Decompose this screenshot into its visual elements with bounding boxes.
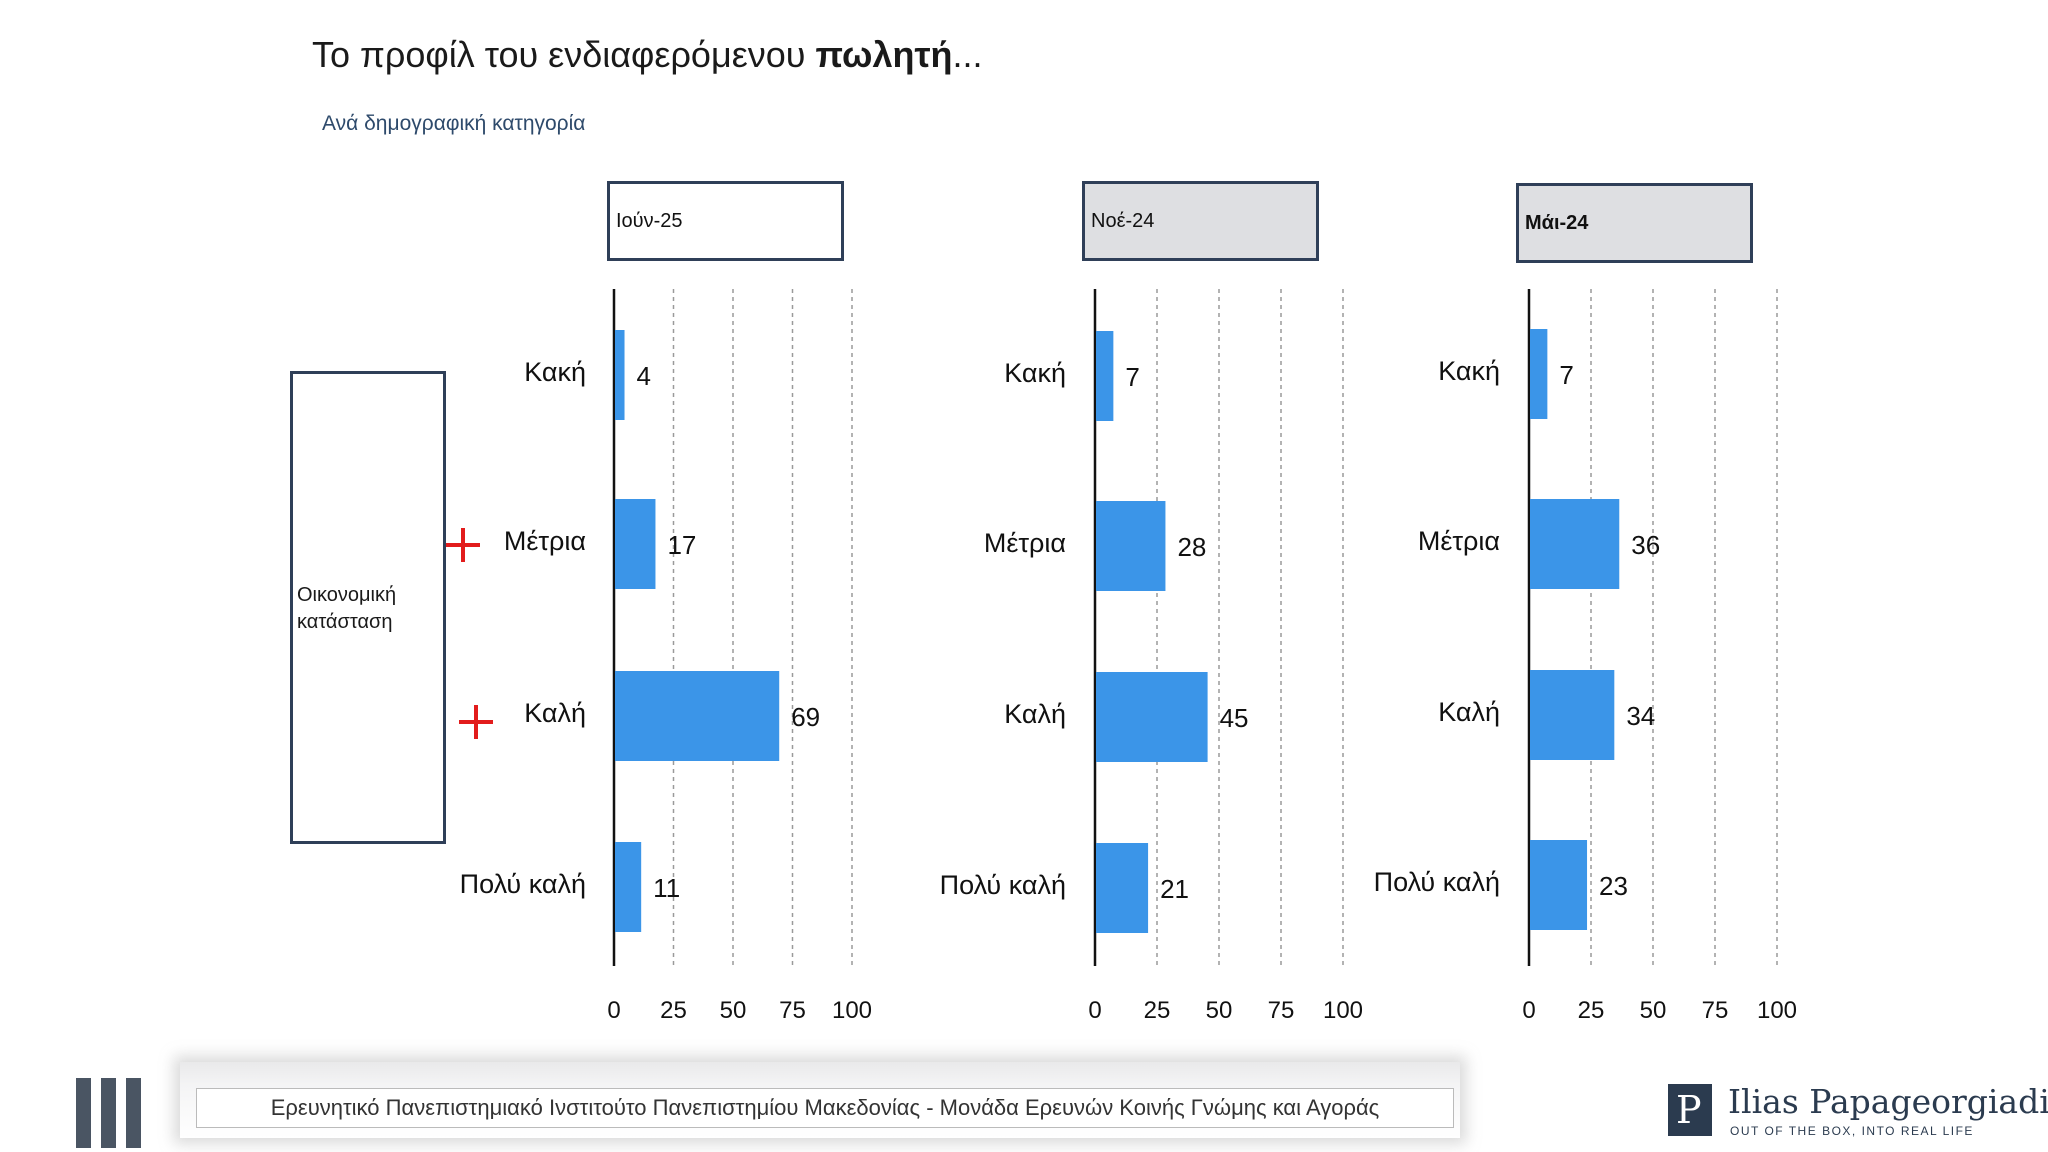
x-tick-label: 0: [1522, 997, 1535, 1024]
data-label: 69: [791, 702, 820, 732]
data-label: 7: [1559, 360, 1573, 390]
bar: [1096, 843, 1149, 933]
x-tick-label: 50: [1206, 997, 1233, 1024]
data-label: 21: [1160, 874, 1189, 904]
bar: [615, 842, 642, 932]
x-tick-label: 0: [1088, 997, 1101, 1024]
data-label: 4: [637, 361, 651, 391]
row-label: Μέτρια: [1417, 526, 1500, 556]
brand-logo: P Ilias Papageorgiadis OUT OF THE BOX, I…: [1668, 1082, 2048, 1142]
period-label-jun25: Ιούν-25: [616, 209, 683, 232]
data-label: 7: [1125, 362, 1139, 392]
bar: [1530, 670, 1615, 760]
plus-marker-good: [459, 705, 493, 739]
title-bold: πωλητή: [815, 34, 953, 75]
x-tick-label: 75: [1702, 997, 1729, 1024]
row-label: Μέτρια: [983, 528, 1066, 558]
data-label: 17: [667, 530, 696, 560]
title-lead: Το προφίλ του ενδιαφερόμενου: [312, 34, 816, 75]
x-tick-label: 75: [1268, 997, 1295, 1024]
x-tick-label: 50: [1640, 997, 1667, 1024]
x-tick-label: 25: [660, 997, 687, 1024]
row-label: Πολύ καλή: [1373, 867, 1500, 897]
bar: [1096, 501, 1166, 591]
chart-panel-2: 0 25 50 75 100 7 36 34 23: [1522, 289, 1797, 1024]
brand-tagline: OUT OF THE BOX, INTO REAL LIFE: [1730, 1124, 1974, 1138]
x-tick-label: 25: [1578, 997, 1605, 1024]
bar: [1530, 840, 1588, 930]
bar: [1096, 672, 1208, 762]
data-label: 34: [1626, 701, 1655, 731]
chart-panel-0: 0 25 50 75 100 4 17 69 11: [607, 289, 872, 1024]
bar: [1096, 331, 1114, 421]
page-title: Το προφίλ του ενδιαφερόμενου πωλητή...: [312, 34, 983, 76]
data-label: 11: [653, 873, 680, 903]
x-tick-label: 50: [720, 997, 747, 1024]
row-label: Μέτρια: [503, 526, 586, 556]
row-label: Καλή: [1438, 697, 1500, 727]
period-label-may24: Μάι-24: [1525, 211, 1589, 234]
institute-logo-icon: [76, 1078, 142, 1148]
x-tick-label: 100: [832, 997, 872, 1024]
category-box: Οικονομική κατάσταση: [290, 371, 446, 844]
row-label: Κακή: [524, 357, 586, 387]
bar: [615, 330, 625, 420]
x-tick-label: 75: [779, 997, 806, 1024]
row-label: Καλή: [524, 698, 586, 728]
row-label: Καλή: [1004, 699, 1066, 729]
bar: [1530, 329, 1548, 419]
bar: [1530, 499, 1620, 589]
data-label: 28: [1177, 532, 1206, 562]
row-label: Κακή: [1438, 356, 1500, 386]
row-label: Πολύ καλή: [939, 870, 1066, 900]
category-label: Οικονομική κατάσταση: [297, 584, 397, 633]
brand-mark-letter: P: [1676, 1088, 1702, 1132]
brand-name: Ilias Papageorgiadis: [1728, 1082, 2048, 1121]
x-tick-label: 100: [1757, 997, 1797, 1024]
data-label: 36: [1631, 530, 1660, 560]
x-tick-label: 25: [1144, 997, 1171, 1024]
x-tick-label: 0: [607, 997, 620, 1024]
data-label: 23: [1599, 871, 1628, 901]
period-header-nov24: Νοέ-24: [1082, 181, 1319, 261]
data-label: 45: [1220, 703, 1249, 733]
bar: [615, 499, 656, 589]
x-tick-label: 100: [1323, 997, 1363, 1024]
brand-mark-icon: P: [1668, 1084, 1712, 1136]
period-label-nov24: Νοέ-24: [1091, 209, 1155, 232]
period-header-may24: Μάι-24: [1516, 183, 1753, 263]
row-label: Πολύ καλή: [459, 869, 586, 899]
page-subtitle: Ανά δημογραφική κατηγορία: [322, 112, 586, 135]
period-header-jun25: Ιούν-25: [607, 181, 844, 261]
plus-marker-moderate: [446, 528, 480, 562]
bar: [615, 671, 780, 761]
title-tail: ...: [952, 34, 983, 75]
chart-panel-1: 0 25 50 75 100 7 28 45 21: [1088, 289, 1363, 1024]
row-label: Κακή: [1004, 358, 1066, 388]
footer-institute: Ερευνητικό Πανεπιστημιακό Ινστιτούτο Παν…: [196, 1088, 1454, 1128]
